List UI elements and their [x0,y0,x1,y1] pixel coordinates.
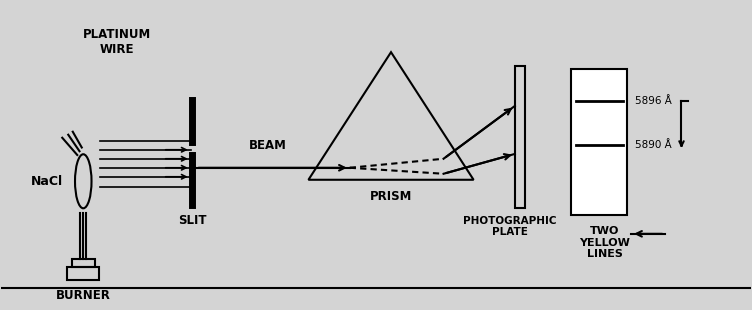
Text: NaCl: NaCl [31,175,63,188]
Bar [68,267,99,280]
Text: BEAM: BEAM [248,139,287,152]
Text: 5890 Å: 5890 Å [635,140,672,150]
Text: TWO
YELLOW
LINES: TWO YELLOW LINES [580,226,630,259]
Text: SLIT: SLIT [178,214,206,227]
Text: PHOTOGRAPHIC
PLATE: PHOTOGRAPHIC PLATE [463,215,556,237]
Bar [515,66,526,207]
Text: BURNER: BURNER [56,289,111,302]
Text: PLATINUM
WIRE: PLATINUM WIRE [83,29,151,56]
Bar [72,259,95,267]
Text: PRISM: PRISM [370,190,412,203]
Bar [572,69,627,215]
Text: 5896 Å: 5896 Å [635,96,672,106]
Ellipse shape [75,154,92,208]
